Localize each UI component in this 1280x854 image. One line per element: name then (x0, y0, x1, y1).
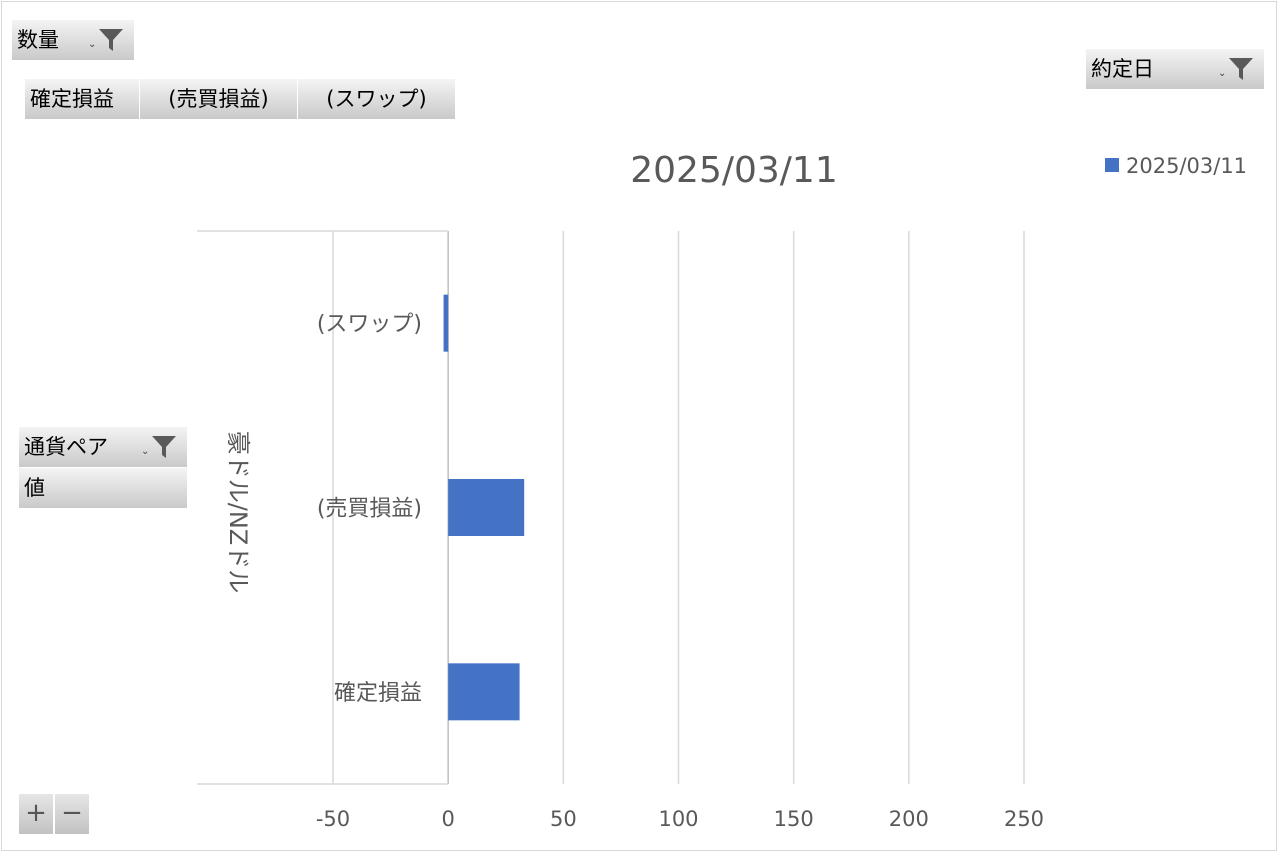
filter-icon (152, 436, 176, 458)
category-label: (売買損益) (317, 497, 422, 522)
value-field-trading-pl[interactable]: (売買損益) (140, 79, 298, 119)
x-tick-label: 100 (658, 807, 698, 831)
x-tick-label: 50 (550, 807, 577, 831)
group-label: 豪ドル/NZドル (224, 431, 252, 593)
quantity-filter-button[interactable]: 数量 ⌄ (12, 20, 134, 60)
category-label: (スワップ) (317, 312, 422, 337)
x-tick-label: -50 (316, 807, 350, 831)
bar[interactable] (448, 663, 520, 721)
collapse-button[interactable]: − (55, 794, 89, 834)
trade-date-filter-button[interactable]: 約定日 ⌄ (1086, 49, 1264, 89)
x-tick-labels: -50 0 50 100 150 200 250 (316, 807, 1044, 831)
legend-label: 2025/03/11 (1126, 154, 1247, 178)
bar[interactable] (448, 479, 525, 536)
bar[interactable] (443, 294, 449, 352)
gridlines (332, 231, 1025, 784)
quantity-filter-label: 数量 (17, 28, 59, 52)
legend: 2025/03/11 (1105, 154, 1247, 178)
expand-button[interactable]: + (19, 794, 53, 834)
value-field-swap[interactable]: (スワップ) (298, 79, 455, 119)
currency-pair-filter-label: 通貨ペア (24, 435, 108, 459)
legend-swatch (1105, 158, 1119, 172)
x-tick-label: 250 (1004, 807, 1044, 831)
category-labels: (スワップ) (売買損益) 確定損益 (317, 312, 422, 706)
currency-pair-filter-button[interactable]: 通貨ペア ⌄ (19, 427, 187, 467)
category-label: 確定損益 (334, 681, 422, 706)
value-field-realized-pl[interactable]: 確定損益 (25, 79, 140, 119)
values-field-button[interactable]: 値 (19, 468, 187, 508)
filter-icon (1229, 58, 1253, 80)
x-tick-label: 200 (889, 807, 929, 831)
x-tick-label: 150 (774, 807, 814, 831)
chevron-down-icon: ⌄ (1218, 68, 1227, 79)
bars (443, 294, 525, 721)
trade-date-filter-label: 約定日 (1091, 57, 1154, 81)
x-tick-label: 0 (441, 807, 454, 831)
values-field-label: 値 (24, 476, 45, 500)
chevron-down-icon: ⌄ (88, 39, 97, 50)
chevron-down-icon: ⌄ (141, 446, 150, 457)
filter-icon (99, 29, 123, 51)
chart-title: 2025/03/11 (630, 150, 838, 191)
